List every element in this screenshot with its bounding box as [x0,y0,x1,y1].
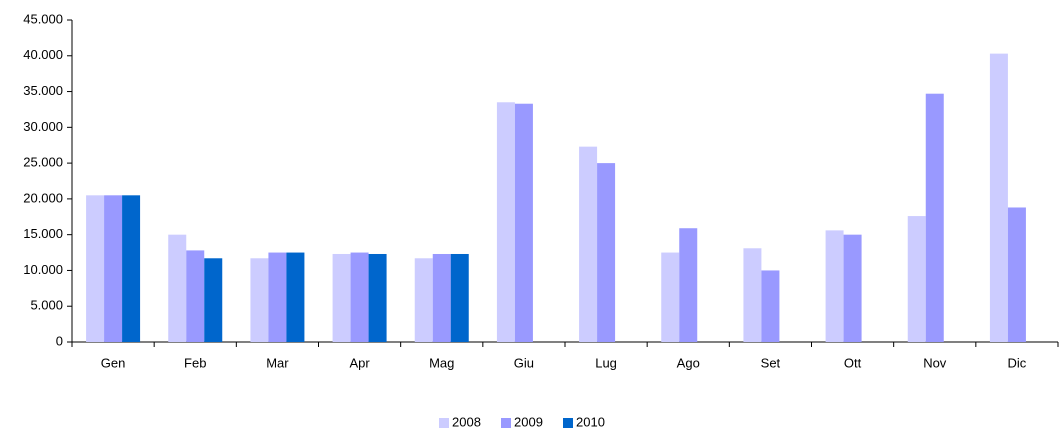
x-tick-label: Feb [184,355,206,370]
bar [514,103,533,342]
bar [579,146,598,342]
legend-swatch [501,418,511,428]
x-tick-label: Ott [844,355,862,370]
bar [496,102,515,343]
x-tick-label: Set [761,355,781,370]
bar [450,253,469,342]
y-tick-label: 10.000 [23,262,63,277]
y-tick-label: 5.000 [30,298,63,313]
x-tick-label: Lug [595,355,617,370]
bar [761,270,780,342]
bar [250,258,269,342]
bar [86,195,105,342]
bar [597,163,616,342]
legend-label: 2008 [452,414,481,429]
bar [907,216,926,342]
bar [414,258,433,342]
bar [1007,207,1026,342]
bar [332,253,351,342]
bar [168,234,187,342]
bar [268,252,287,342]
bar [825,230,844,342]
x-tick-label: Mar [266,355,289,370]
x-tick-label: Dic [1008,355,1027,370]
y-tick-label: 15.000 [23,226,63,241]
y-tick-label: 0 [56,333,63,348]
x-tick-label: Gen [101,355,126,370]
bar [186,250,205,342]
y-tick-label: 35.000 [23,83,63,98]
y-tick-label: 20.000 [23,190,63,205]
x-tick-label: Mag [429,355,454,370]
y-tick-label: 25.000 [23,155,63,170]
y-tick-label: 40.000 [23,47,63,62]
legend-label: 2010 [576,414,605,429]
bar [679,228,698,342]
bar [989,53,1008,343]
bar [104,195,123,342]
bar [368,253,387,342]
bar [286,252,305,342]
bar [743,248,762,342]
y-tick-label: 45.000 [23,11,63,26]
x-tick-label: Giu [514,355,534,370]
bar [432,253,451,342]
bar [925,93,944,342]
x-tick-label: Nov [923,355,947,370]
legend-swatch [439,418,449,428]
x-tick-label: Apr [349,355,370,370]
x-tick-label: Ago [677,355,700,370]
bar [350,252,369,342]
bar [843,234,862,342]
legend-label: 2009 [514,414,543,429]
bar [661,252,680,342]
y-tick-label: 30.000 [23,119,63,134]
bar [204,258,223,342]
legend-swatch [563,418,573,428]
bar [122,195,141,342]
